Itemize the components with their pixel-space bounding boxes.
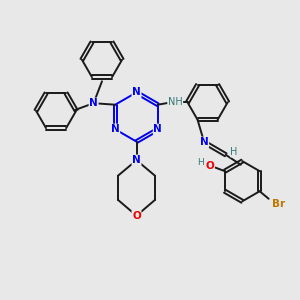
Text: N: N — [132, 87, 141, 98]
Text: N: N — [153, 124, 162, 134]
Text: O: O — [206, 161, 214, 171]
Text: Br: Br — [272, 199, 285, 209]
Text: N: N — [111, 124, 120, 134]
Text: N: N — [132, 155, 141, 165]
Text: N: N — [200, 137, 208, 147]
Text: N: N — [89, 98, 98, 108]
Text: NH: NH — [168, 97, 183, 107]
Text: O: O — [132, 211, 141, 221]
Text: H: H — [197, 158, 204, 167]
Text: H: H — [230, 147, 238, 157]
